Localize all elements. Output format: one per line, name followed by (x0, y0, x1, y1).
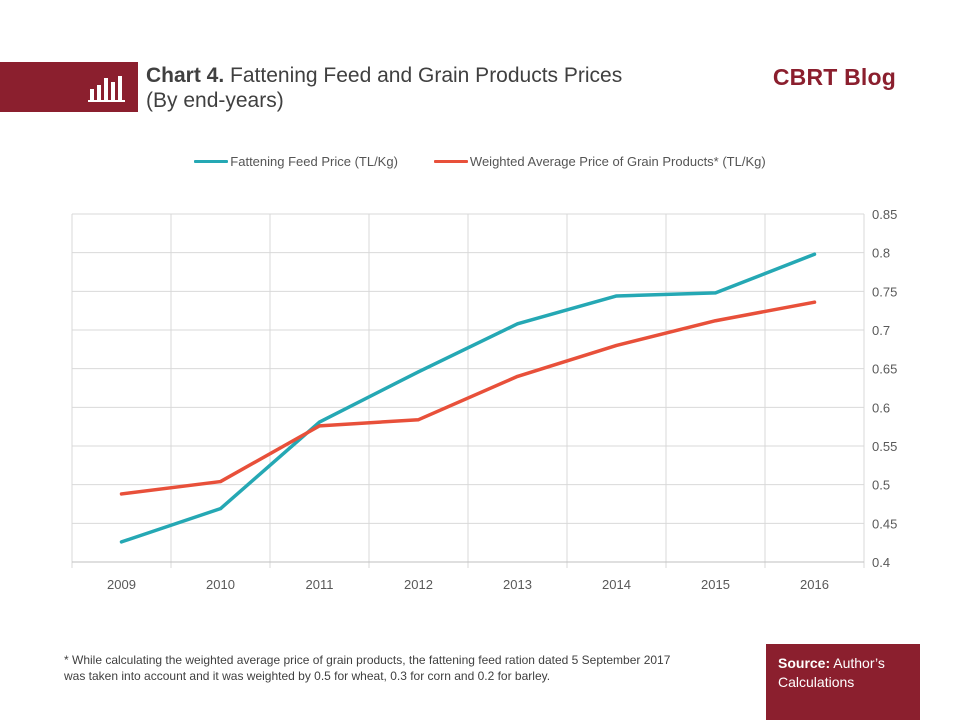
x-tick-label: 2015 (701, 577, 730, 592)
chart-title-text: Fattening Feed and Grain Products Prices (230, 64, 623, 87)
y-tick-label: 0.45 (872, 516, 897, 531)
footnote: * While calculating the weighted average… (64, 652, 744, 684)
y-tick-label: 0.5 (872, 478, 890, 493)
data-point-grain (714, 319, 717, 323)
data-point-feed (120, 540, 123, 544)
footnote-line-2: was taken into account and it was weight… (64, 669, 551, 683)
data-point-grain (219, 480, 222, 484)
y-tick-label: 0.8 (872, 246, 890, 261)
legend-swatch-feed (194, 160, 229, 163)
chart-number: Chart 4. (146, 64, 225, 87)
y-tick-label: 0.75 (872, 284, 897, 299)
y-tick-label: 0.55 (872, 439, 897, 454)
x-tick-label: 2011 (306, 577, 334, 592)
chart-subtitle: (By end-years) (146, 89, 284, 112)
footnote-line-1: * While calculating the weighted average… (64, 653, 671, 667)
x-tick-label: 2016 (800, 577, 829, 592)
data-point-feed (813, 252, 816, 256)
data-point-grain (516, 374, 519, 378)
data-point-feed (417, 370, 420, 374)
data-point-grain (318, 424, 321, 428)
source-label: Source: (778, 655, 831, 671)
data-point-grain (813, 300, 816, 304)
chart-legend: Fattening Feed Price (TL/Kg) Weighted Av… (0, 154, 960, 169)
data-point-feed (615, 294, 618, 298)
data-point-grain (120, 492, 123, 496)
x-tick-label: 2010 (206, 577, 235, 592)
x-tick-label: 2013 (503, 577, 532, 592)
x-tick-label: 2014 (602, 577, 631, 592)
x-tick-label: 2009 (107, 577, 136, 592)
y-tick-label: 0.85 (872, 207, 897, 222)
data-point-grain (417, 418, 420, 422)
brand-logo-text: CBRT Blog (772, 64, 896, 90)
data-point-feed (219, 507, 222, 511)
source-text: Author’s Calculations (778, 655, 885, 690)
data-point-grain (615, 343, 618, 347)
title-band (0, 62, 138, 112)
x-tick-label: 2012 (404, 577, 433, 592)
data-point-feed (318, 420, 321, 424)
chart-title: Chart 4. Fattening Feed and Grain Produc… (146, 64, 622, 114)
y-tick-label: 0.65 (872, 362, 897, 377)
series-line-grain (119, 300, 817, 496)
data-point-feed (714, 291, 717, 295)
data-point-feed (516, 322, 519, 326)
bar-chart-icon (88, 76, 125, 102)
legend-swatch-grain (433, 160, 468, 163)
source-box: Source: Author’s Calculations (766, 644, 920, 720)
y-tick-label: 0.4 (872, 555, 890, 570)
legend-item-feed: Fattening Feed Price (TL/Kg) (194, 154, 398, 169)
y-tick-label: 0.6 (872, 400, 890, 415)
series-line-feed (119, 252, 817, 544)
legend-label-grain: Weighted Average Price of Grain Products… (469, 154, 766, 169)
legend-label-feed: Fattening Feed Price (TL/Kg) (230, 154, 398, 169)
y-tick-label: 0.7 (872, 323, 890, 338)
legend-item-grain: Weighted Average Price of Grain Products… (433, 154, 766, 169)
